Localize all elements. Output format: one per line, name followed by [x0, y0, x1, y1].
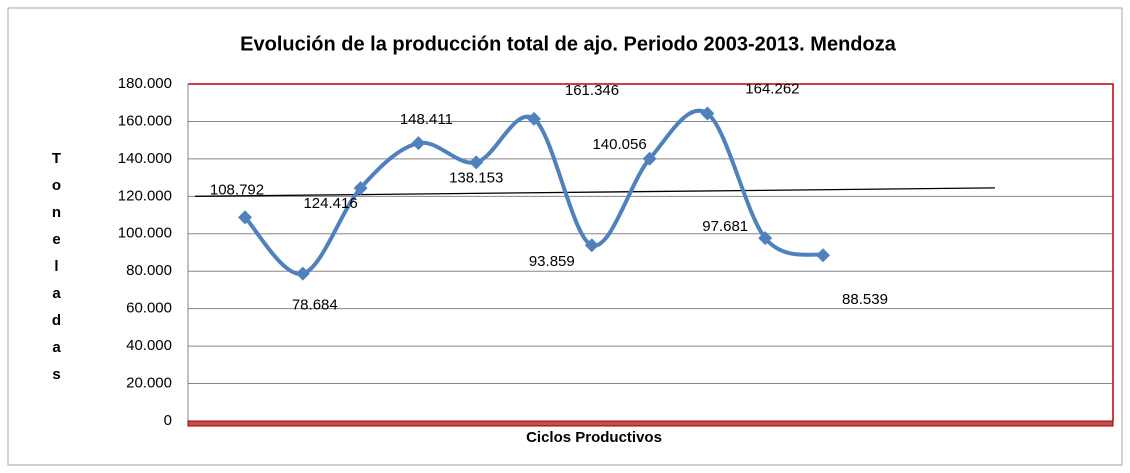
y-tick-label: 0	[164, 412, 172, 429]
x-axis-label: Ciclos Productivos	[526, 429, 662, 446]
marker	[816, 248, 830, 263]
marker	[469, 155, 484, 170]
chart-border	[7, 7, 1123, 466]
y-tick-label: 80.000	[126, 262, 172, 279]
marker	[584, 238, 599, 253]
marker	[295, 266, 310, 281]
data-label: 138.153	[449, 169, 503, 186]
data-label: 93.859	[529, 253, 575, 270]
y-tick-label: 120.000	[118, 187, 172, 204]
data-label: 97.681	[702, 218, 748, 235]
marker	[758, 231, 773, 246]
y-tick-label: 100.000	[118, 225, 172, 242]
y-axis-label: Toneladas	[48, 150, 65, 393]
marker	[700, 106, 715, 121]
plot-frame	[188, 83, 1114, 421]
data-label: 148.411	[400, 111, 453, 128]
data-label: 88.539	[842, 291, 888, 308]
data-label: 140.056	[592, 136, 646, 153]
data-label: 161.346	[565, 82, 619, 99]
y-tick-label: 180.000	[118, 75, 172, 92]
y-tick-label: 140.000	[118, 150, 172, 167]
marker	[411, 136, 426, 151]
data-label: 164.262	[745, 80, 799, 97]
chart-title: Evolución de la producción total de ajo.…	[240, 33, 897, 55]
marker	[527, 111, 541, 126]
marker	[642, 151, 657, 166]
trendline	[194, 187, 996, 197]
marker	[353, 181, 368, 196]
line	[243, 108, 824, 276]
plot-floor	[187, 420, 1114, 427]
data-label: 108.792	[210, 181, 264, 198]
marker	[238, 210, 252, 225]
y-tick-label: 160.000	[118, 112, 172, 129]
data-label: 124.416	[303, 195, 357, 212]
y-tick-label: 20.000	[126, 375, 172, 392]
data-label: 78.684	[292, 297, 338, 314]
y-tick-label: 60.000	[126, 300, 172, 317]
y-tick-label: 40.000	[126, 337, 172, 354]
